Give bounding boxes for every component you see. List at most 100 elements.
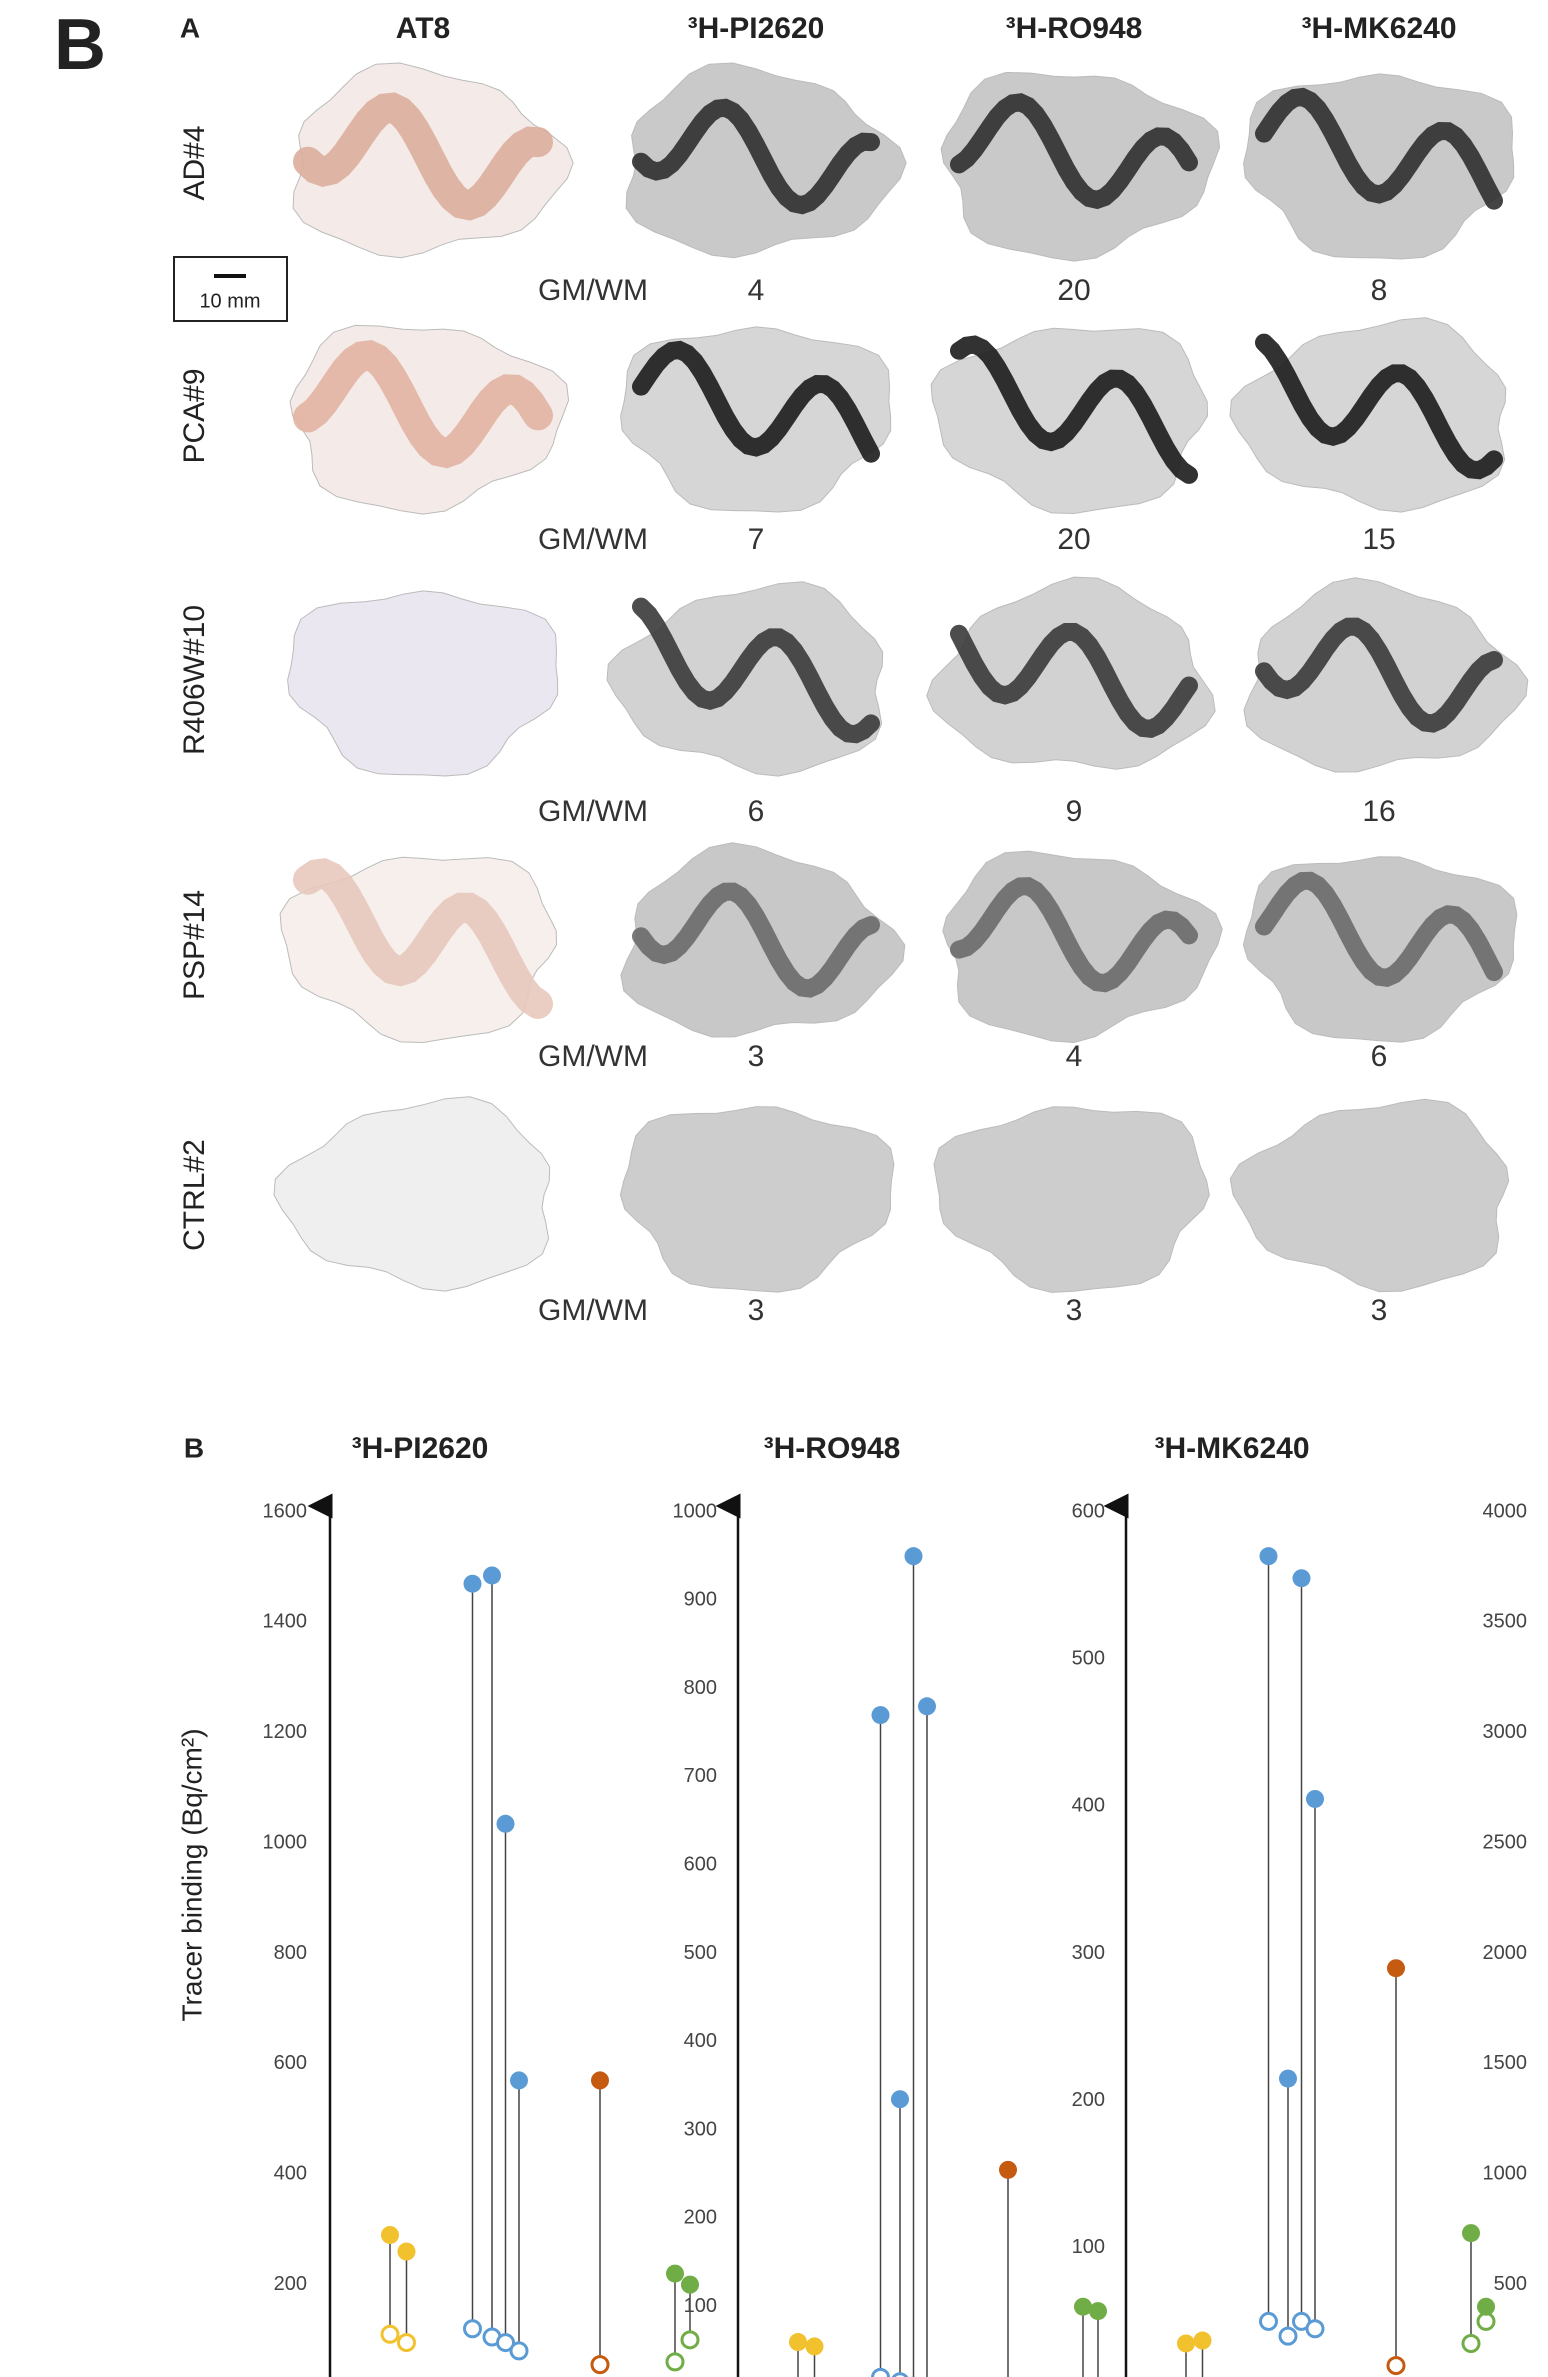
gm-point — [1279, 2070, 1297, 2088]
ratio-label: GM/WM — [538, 795, 648, 828]
gm-point — [591, 2071, 609, 2089]
ratio-value: 4 — [1066, 1040, 1083, 1073]
y-tick-label: 500 — [684, 1942, 717, 1964]
y-tick-label: 1600 — [263, 1500, 308, 1522]
y-tick-label: 1000 — [263, 1831, 308, 1853]
y-tick-label: 1400 — [263, 1611, 308, 1633]
row-label: AD#4 — [178, 125, 211, 200]
gm-point — [1177, 2334, 1195, 2352]
tissue-section — [620, 1107, 894, 1292]
scale-bar-label: 10 mm — [199, 290, 260, 312]
ratio-value: 16 — [1362, 795, 1395, 828]
ratio-value: 6 — [1371, 1040, 1388, 1073]
y-tick-label: 3000 — [1483, 1721, 1528, 1743]
gm-point — [666, 2265, 684, 2283]
wm-point — [382, 2326, 398, 2342]
ratio-value: 6 — [748, 795, 765, 828]
ratio-label: GM/WM — [538, 1040, 648, 1073]
y-tick-label: 200 — [1072, 2089, 1105, 2111]
ratio-value: 3 — [1066, 1294, 1083, 1327]
tissue-section — [274, 1097, 550, 1291]
ratio-value: 20 — [1057, 274, 1090, 307]
y-tick-label: 300 — [684, 2118, 717, 2140]
ratio-value: 3 — [748, 1294, 765, 1327]
wm-point — [511, 2343, 527, 2359]
column-header: ³H-PI2620 — [688, 12, 825, 45]
panel-label: A — [180, 12, 200, 43]
gm-point — [789, 2333, 807, 2351]
gm-point — [1387, 1959, 1405, 1977]
wm-point — [465, 2321, 481, 2337]
y-tick-label: 4000 — [1483, 1500, 1528, 1522]
gm-point — [497, 1815, 515, 1833]
tissue-section — [288, 591, 558, 776]
gm-point — [1306, 1790, 1324, 1808]
gm-point — [999, 2161, 1017, 2179]
ratio-value: 9 — [1066, 795, 1083, 828]
column-header: ³H-MK6240 — [1301, 12, 1456, 45]
gm-point — [1260, 1547, 1278, 1565]
y-tick-label: 2000 — [1483, 1942, 1528, 1964]
figure-label: B — [54, 5, 106, 85]
gm-point — [872, 1706, 890, 1724]
y-tick-label: 800 — [274, 1942, 307, 1964]
gm-point — [398, 2243, 416, 2261]
gm-point — [1477, 2298, 1495, 2316]
ratio-value: 3 — [748, 1040, 765, 1073]
ratio-value: 4 — [748, 274, 765, 307]
wm-point — [667, 2354, 683, 2370]
ratio-value: 3 — [1371, 1294, 1388, 1327]
gm-point — [918, 1697, 936, 1715]
ratio-label: GM/WM — [538, 523, 648, 556]
y-tick-label: 400 — [684, 2030, 717, 2052]
y-tick-label: 700 — [684, 1765, 717, 1787]
y-tick-label: 200 — [274, 2273, 307, 2295]
wm-point — [1307, 2321, 1323, 2337]
column-header: AT8 — [396, 12, 450, 45]
y-tick-label: 1500 — [1483, 2052, 1528, 2074]
y-tick-label: 100 — [684, 2295, 717, 2317]
gm-point — [1462, 2224, 1480, 2242]
page: B A 10 mm B Tracer binding (Bq/cm²) AT8 ³… — [0, 0, 1548, 2377]
ratio-label: GM/WM — [538, 1294, 648, 1327]
gm-point — [483, 1566, 501, 1584]
wm-point — [682, 2332, 698, 2348]
ratio-label: GM/WM — [538, 274, 648, 307]
y-tick-label: 400 — [274, 2163, 307, 2185]
figure: B A 10 mm B Tracer binding (Bq/cm²) AT8 ³… — [0, 0, 1548, 2377]
tissue-section — [934, 1107, 1209, 1293]
gm-point — [681, 2276, 699, 2294]
y-axis-label: Tracer binding (Bq/cm²) — [176, 1728, 207, 2021]
wm-point — [1261, 2313, 1277, 2329]
row-label: R406W#10 — [178, 605, 211, 755]
y-tick-label: 500 — [1494, 2273, 1527, 2295]
tissue-section — [1230, 1099, 1509, 1291]
y-tick-label: 500 — [1072, 1647, 1105, 1669]
y-tick-label: 300 — [1072, 1942, 1105, 1964]
row-label: PCA#9 — [178, 368, 211, 463]
y-tick-label: 800 — [684, 1677, 717, 1699]
ratio-value: 20 — [1057, 523, 1090, 556]
y-tick-label: 1000 — [1483, 2163, 1528, 2185]
ratio-value: 7 — [748, 523, 765, 556]
gm-point — [806, 2337, 824, 2355]
y-tick-label: 600 — [1072, 1500, 1105, 1522]
y-tick-label: 3500 — [1483, 1611, 1528, 1633]
wm-point — [399, 2335, 415, 2351]
wm-point — [1388, 2358, 1404, 2374]
gm-point — [905, 1547, 923, 1565]
panel-label: B — [184, 1432, 204, 1463]
gm-point — [891, 2090, 909, 2108]
gm-point — [1194, 2332, 1212, 2350]
gm-point — [464, 1575, 482, 1593]
y-tick-label: 100 — [1072, 2236, 1105, 2258]
wm-point — [1280, 2328, 1296, 2344]
y-tick-label: 600 — [684, 1853, 717, 1875]
y-tick-label: 900 — [684, 1589, 717, 1611]
chart-title: ³H-PI2620 — [352, 1432, 489, 1465]
y-tick-label: 1000 — [673, 1500, 718, 1522]
wm-point — [592, 2357, 608, 2373]
gm-point — [510, 2071, 528, 2089]
tissue-section — [941, 72, 1220, 261]
y-tick-label: 200 — [684, 2207, 717, 2229]
